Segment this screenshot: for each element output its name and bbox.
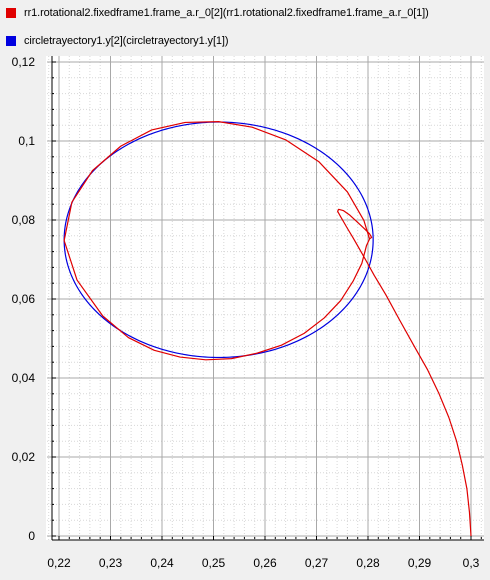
y-tick-label: 0,02: [12, 450, 36, 464]
x-tick-label: 0,22: [47, 556, 71, 570]
legend-swatch-series-2: [6, 36, 16, 46]
legend-item-series-2[interactable]: circletrayectory1.y[2](circletrayectory1…: [6, 33, 486, 49]
y-tick-label: 0: [28, 529, 35, 543]
x-tick-label: 0,27: [305, 556, 329, 570]
x-tick-label: 0,28: [356, 556, 380, 570]
x-tick-label: 0,23: [99, 556, 123, 570]
series-layer: [63, 121, 472, 537]
x-tick-label: 0,26: [253, 556, 277, 570]
series-line-rr1: [63, 121, 472, 537]
legend-swatch-series-1: [6, 8, 16, 18]
y-tick-label: 0,04: [12, 371, 36, 385]
y-tick-label: 0,08: [12, 213, 36, 227]
x-tick-label: 0,29: [408, 556, 432, 570]
y-tick-label: 0,12: [12, 55, 36, 69]
axes-layer: [51, 56, 484, 541]
y-tick-label: 0,1: [18, 134, 35, 148]
legend-label-series-1: rr1.rotational2.fixedframe1.frame_a.r_0[…: [24, 7, 429, 19]
y-tick-label: 0,06: [12, 292, 36, 306]
legend-label-series-2: circletrayectory1.y[2](circletrayectory1…: [24, 35, 229, 47]
legend-item-series-1[interactable]: rr1.rotational2.fixedframe1.frame_a.r_0[…: [6, 5, 486, 21]
x-tick-label: 0,25: [202, 556, 226, 570]
legend: rr1.rotational2.fixedframe1.frame_a.r_0[…: [6, 5, 486, 61]
x-tick-label: 0,3: [463, 556, 480, 570]
major-grid: [47, 56, 484, 540]
x-tick-label: 0,24: [150, 556, 174, 570]
ticks-layer: 0 0,02 0,04 0,06 0,08 0,1 0,12 0,22 0,23 0,24 0,25…: [12, 55, 482, 570]
